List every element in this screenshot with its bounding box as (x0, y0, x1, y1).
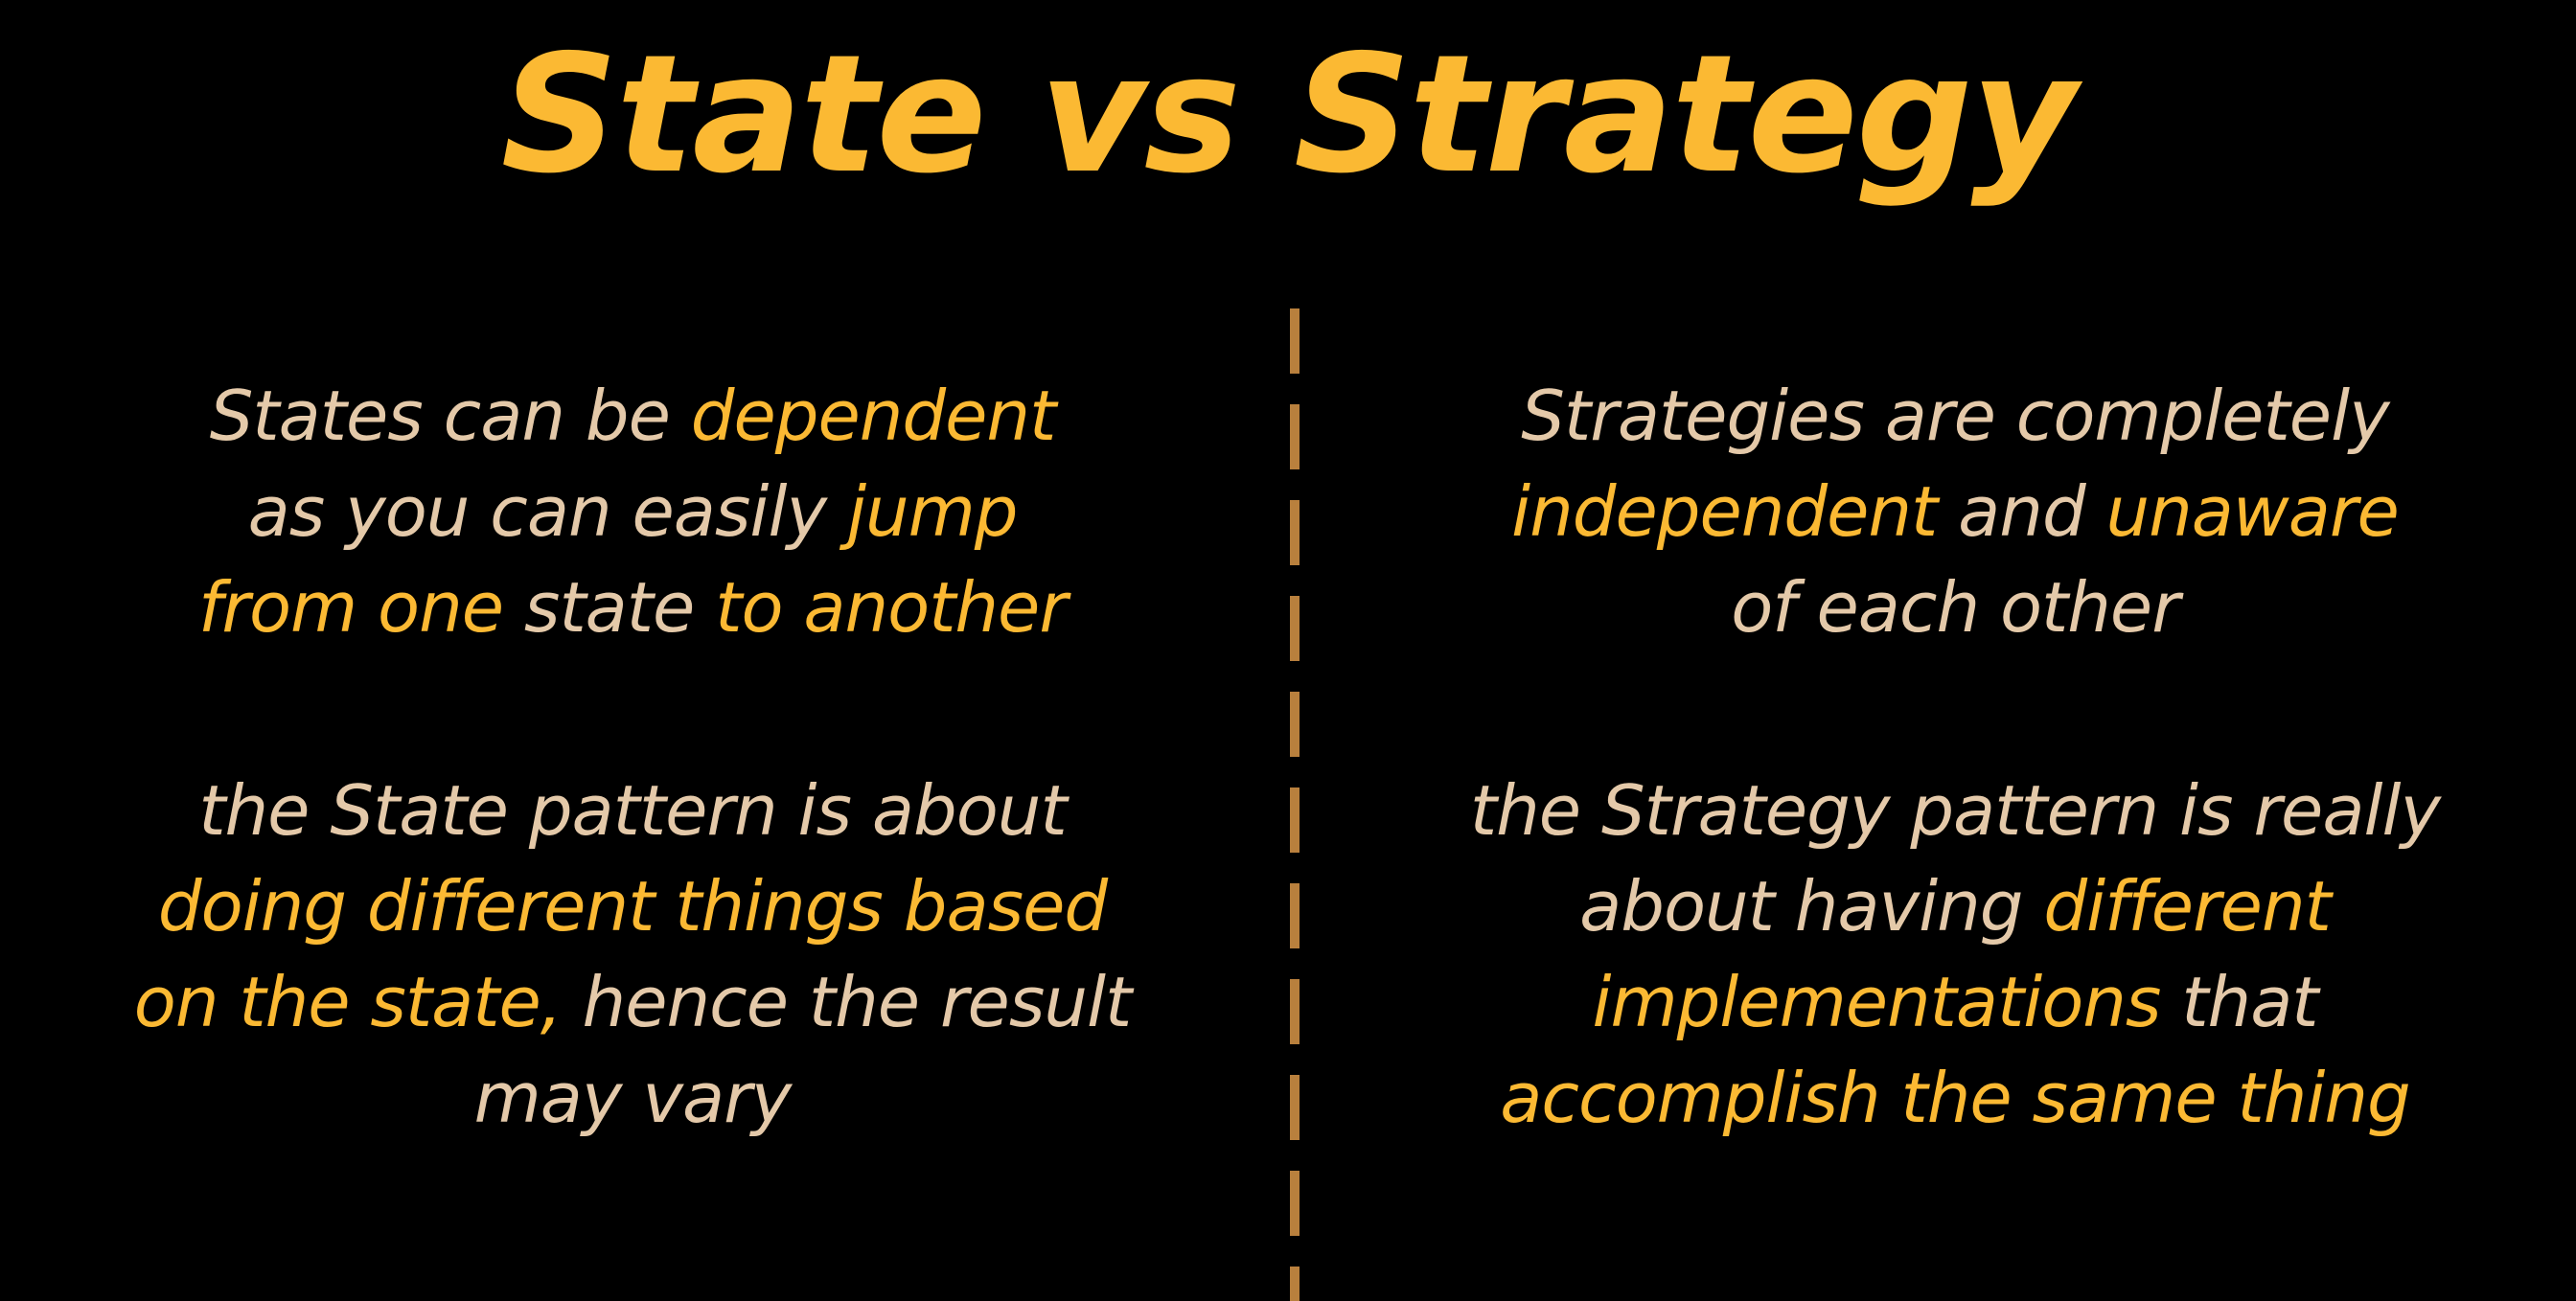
text: the Strategy pattern is really (1469, 770, 2441, 851)
text-line: the Strategy pattern is really (1342, 763, 2568, 858)
text: and (1937, 471, 2106, 552)
highlight-text: unaware (2105, 471, 2400, 552)
highlight-text: doing different things based (157, 866, 1108, 947)
text: about having (1579, 866, 2044, 947)
highlight-text: jump (846, 471, 1018, 552)
highlight-text: dependent (690, 376, 1056, 456)
text: that (2160, 962, 2318, 1042)
text-line: as you can easily jump (19, 464, 1246, 559)
text-line: of each other (1342, 559, 2568, 655)
text: state (503, 567, 716, 648)
text-line: implementations that (1342, 954, 2568, 1050)
text-line: Strategies are completely (1342, 368, 2568, 464)
highlight-text: accomplish the same thing (1500, 1058, 2410, 1138)
strategy-independence-paragraph: Strategies are completely independent an… (1342, 368, 2568, 655)
text: States can be (209, 376, 691, 456)
highlight-text: on the state, (133, 962, 563, 1042)
text-line: accomplish the same thing (1342, 1050, 2568, 1146)
text-line: about having different (1342, 858, 2568, 954)
text: Strategies are completely (1521, 376, 2389, 456)
state-pattern-paragraph: the State pattern is about doing differe… (19, 763, 1246, 1146)
text-line: may vary (19, 1050, 1246, 1146)
text: the State pattern is about (198, 770, 1067, 851)
text-line: independent and unaware (1342, 464, 2568, 559)
text-line: on the state, hence the result (19, 954, 1246, 1050)
text: hence the result (561, 962, 1133, 1042)
text: of each other (1731, 567, 2180, 648)
text-line: doing different things based (19, 858, 1246, 954)
highlight-text: from one (198, 567, 504, 648)
highlight-text: independent (1511, 471, 1938, 552)
highlight-text: to another (715, 567, 1068, 648)
slide-title: State vs Strategy (500, 20, 2078, 210)
text: may vary (473, 1058, 793, 1138)
highlight-text: implementations (1592, 962, 2161, 1042)
strategy-pattern-paragraph: the Strategy pattern is really about hav… (1342, 763, 2568, 1146)
state-column: States can be dependent as you can easil… (19, 368, 1246, 1146)
state-dependency-paragraph: States can be dependent as you can easil… (19, 368, 1246, 655)
text-line: from one state to another (19, 559, 1246, 655)
text: as you can easily (247, 471, 847, 552)
highlight-text: different (2043, 866, 2331, 947)
text-line: the State pattern is about (19, 763, 1246, 858)
text-line: States can be dependent (19, 368, 1246, 464)
strategy-column: Strategies are completely independent an… (1342, 368, 2568, 1146)
column-divider (1290, 308, 1300, 1301)
